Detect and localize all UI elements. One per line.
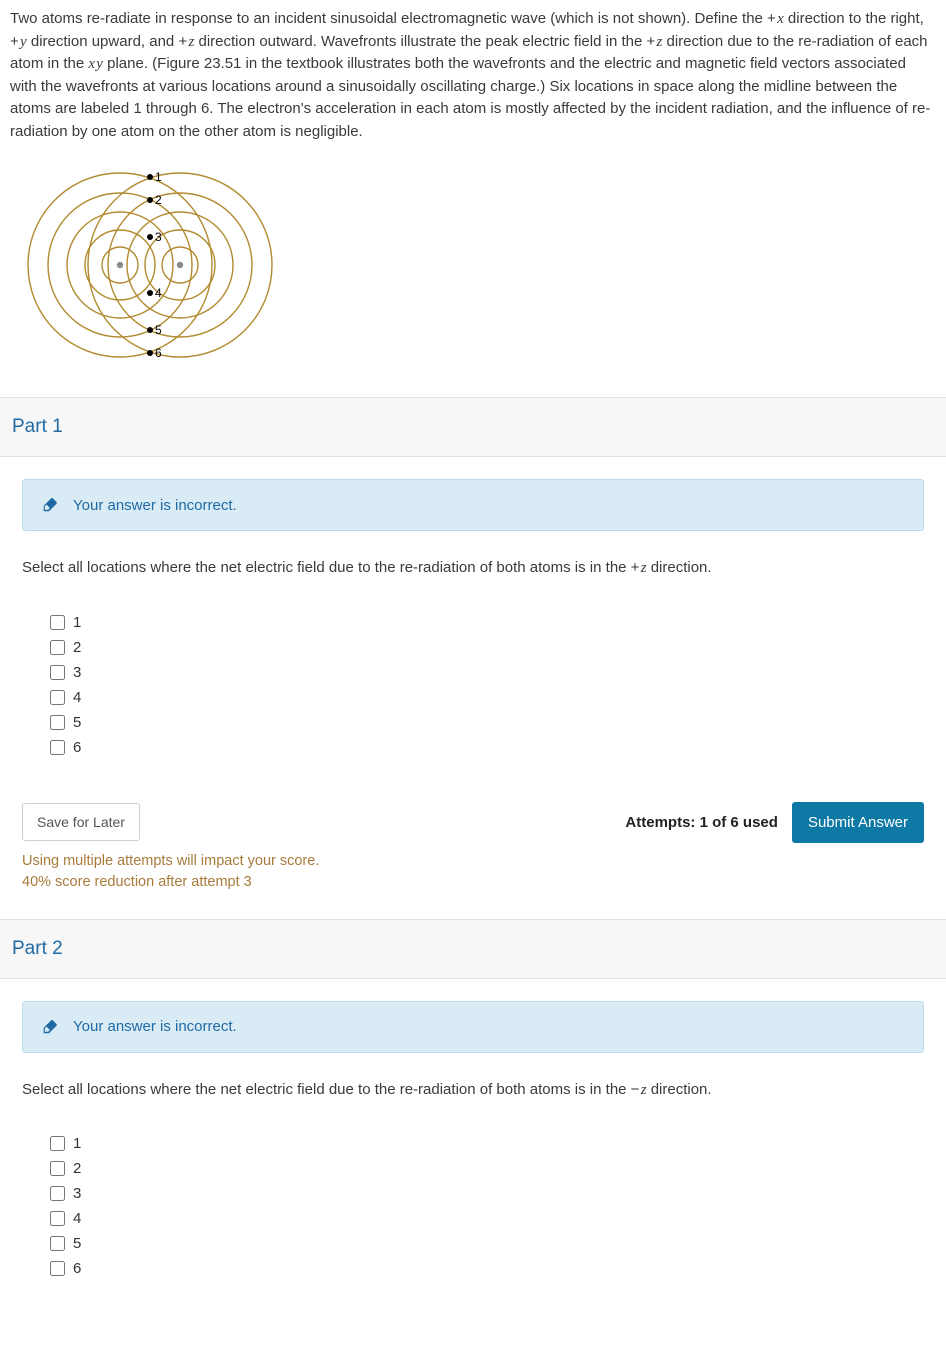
part2-option-6[interactable]: 6 (50, 1256, 946, 1281)
part1-title: Part 1 (12, 416, 63, 437)
part2-header: Part 2 (0, 919, 946, 979)
svg-text:4: 4 (155, 286, 162, 300)
submit-answer-button[interactable]: Submit Answer (792, 802, 924, 843)
part2-option-label: 3 (73, 1185, 81, 1202)
part1-checkbox-2[interactable] (50, 640, 65, 655)
intro-text: Two atoms re-radiate in response to an i… (0, 0, 946, 155)
part1-option-2[interactable]: 2 (50, 635, 946, 660)
part1-options: 1 2 3 4 5 6 (0, 590, 946, 778)
part1-checkbox-4[interactable] (50, 690, 65, 705)
part2-option-label: 4 (73, 1210, 81, 1227)
part2-option-4[interactable]: 4 (50, 1206, 946, 1231)
svg-text:1: 1 (155, 170, 162, 184)
part2-checkbox-4[interactable] (50, 1211, 65, 1226)
part2-option-label: 2 (73, 1160, 81, 1177)
part1-option-label: 1 (73, 614, 81, 631)
part1-option-label: 2 (73, 639, 81, 656)
part2-checkbox-5[interactable] (50, 1236, 65, 1251)
part1-feedback-text: Your answer is incorrect. (73, 497, 237, 514)
part2-option-2[interactable]: 2 (50, 1156, 946, 1181)
part1-option-label: 5 (73, 714, 81, 731)
svg-text:3: 3 (155, 230, 162, 244)
wavefront-figure: 1 2 3 4 5 6 (0, 155, 946, 397)
attempts-text: Attempts: 1 of 6 used (625, 814, 778, 831)
eraser-icon (41, 496, 59, 514)
svg-text:2: 2 (155, 193, 162, 207)
svg-text:5: 5 (155, 323, 162, 337)
part1-actions: Save for Later Attempts: 1 of 6 used Sub… (0, 778, 946, 847)
part2-checkbox-3[interactable] (50, 1186, 65, 1201)
part2-option-3[interactable]: 3 (50, 1181, 946, 1206)
part2-checkbox-6[interactable] (50, 1261, 65, 1276)
part2-checkbox-2[interactable] (50, 1161, 65, 1176)
part2-feedback: Your answer is incorrect. (22, 1001, 924, 1053)
part1-question: Select all locations where the net elect… (0, 531, 946, 590)
part2-checkbox-1[interactable] (50, 1136, 65, 1151)
part1-feedback: Your answer is incorrect. (22, 479, 924, 531)
part1-option-1[interactable]: 1 (50, 610, 946, 635)
eraser-icon (41, 1018, 59, 1036)
save-for-later-button[interactable]: Save for Later (22, 803, 140, 841)
part1-option-label: 3 (73, 664, 81, 681)
part1-checkbox-6[interactable] (50, 740, 65, 755)
part1-option-label: 6 (73, 739, 81, 756)
part1-checkbox-5[interactable] (50, 715, 65, 730)
svg-text:6: 6 (155, 346, 162, 360)
part1-header: Part 1 (0, 397, 946, 457)
part2-options: 1 2 3 4 5 6 (0, 1111, 946, 1299)
part1-checkbox-3[interactable] (50, 665, 65, 680)
part1-option-4[interactable]: 4 (50, 685, 946, 710)
part2-question: Select all locations where the net elect… (0, 1053, 946, 1112)
part2-option-5[interactable]: 5 (50, 1231, 946, 1256)
part2-feedback-text: Your answer is incorrect. (73, 1018, 237, 1035)
part2-option-label: 1 (73, 1135, 81, 1152)
part1-option-label: 4 (73, 689, 81, 706)
part2-option-label: 6 (73, 1260, 81, 1277)
part1-option-3[interactable]: 3 (50, 660, 946, 685)
part2-title: Part 2 (12, 938, 63, 959)
part2-option-label: 5 (73, 1235, 81, 1252)
part2-option-1[interactable]: 1 (50, 1131, 946, 1156)
score-reduction-note: Using multiple attempts will impact your… (0, 847, 946, 919)
part1-option-5[interactable]: 5 (50, 710, 946, 735)
part1-option-6[interactable]: 6 (50, 735, 946, 760)
part1-checkbox-1[interactable] (50, 615, 65, 630)
